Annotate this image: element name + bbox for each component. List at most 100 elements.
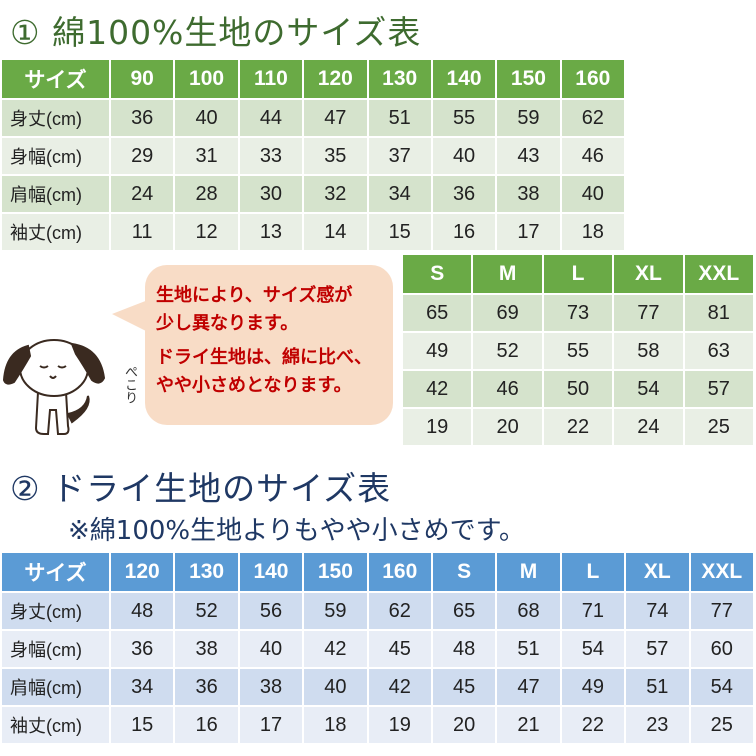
header-cell: 160	[561, 60, 624, 98]
table-cell: 77	[614, 295, 683, 331]
cotton-adult-size-table: S M L XL XXL 65 69 73 77 81 49 52 55 58 63 42 46 50 54 57 19…	[401, 253, 755, 447]
table-cell: 16	[175, 707, 238, 743]
table-cell: 14	[304, 214, 367, 250]
header-cell: M	[497, 553, 560, 591]
header-cell: XL	[626, 553, 689, 591]
header-cell: 130	[368, 60, 431, 98]
cotton-size-title: ① 綿100%生地のサイズ表	[10, 13, 422, 52]
table-row: 身丈(cm) 36 40 44 47 51 55 59 62	[2, 100, 624, 136]
table-cell: 21	[497, 707, 560, 743]
header-cell: XXL	[690, 553, 753, 591]
table-cell: 38	[497, 176, 560, 212]
table-row: 身幅(cm) 36 38 40 42 45 48 51 54 57 60	[2, 631, 753, 667]
cotton-kids-size-table: サイズ 90 100 110 120 130 140 150 160 身丈(cm) 36 40 44 47…	[0, 58, 626, 252]
table-cell: 55	[432, 100, 496, 136]
table-cell: 15	[111, 707, 174, 743]
table-cell: 43	[497, 138, 560, 174]
table-cell: 20	[432, 707, 496, 743]
header-cell: XXL	[684, 255, 753, 293]
table-cell: 16	[432, 214, 496, 250]
table-cell: 12	[175, 214, 238, 250]
bubble-line: ドライ生地は、綿に比べ、	[156, 347, 372, 368]
table-cell: 59	[497, 100, 560, 136]
table-cell: 48	[432, 631, 496, 667]
table-cell: 49	[403, 333, 472, 369]
table-cell: 38	[175, 631, 238, 667]
table-cell: 28	[175, 176, 238, 212]
table-cell: 68	[497, 593, 560, 629]
header-cell: S	[403, 255, 472, 293]
table-cell: 62	[561, 100, 624, 136]
table-cell: 34	[111, 669, 174, 705]
table-cell: 57	[626, 631, 689, 667]
table-cell: 25	[690, 707, 753, 743]
table-cell: 65	[403, 295, 472, 331]
table-cell: 55	[543, 333, 613, 369]
row-label: 身幅(cm)	[2, 138, 109, 174]
table-cell: 18	[561, 214, 624, 250]
table-row: 65 69 73 77 81	[403, 295, 753, 331]
table-row: 肩幅(cm) 34 36 38 40 42 45 47 49 51 54	[2, 669, 753, 705]
header-cell: 120	[304, 60, 367, 98]
bubble-line: やや小さめとなります。	[156, 375, 352, 396]
table-cell: 65	[432, 593, 496, 629]
table-cell: 32	[304, 176, 367, 212]
table-cell: 47	[304, 100, 367, 136]
table-cell: 38	[239, 669, 303, 705]
table-header-row: サイズ 120 130 140 150 160 S M L XL XXL	[2, 553, 753, 591]
table-cell: 15	[368, 214, 431, 250]
header-cell: サイズ	[2, 60, 109, 98]
table-cell: 22	[543, 409, 613, 445]
table-cell: 42	[368, 669, 431, 705]
table-cell: 74	[626, 593, 689, 629]
header-cell: サイズ	[2, 553, 109, 591]
table-cell: 58	[614, 333, 683, 369]
dog-icon	[2, 339, 106, 435]
header-cell: 140	[239, 553, 303, 591]
table-cell: 33	[239, 138, 303, 174]
table-cell: 34	[368, 176, 431, 212]
bow-sound-text: ぺこり	[122, 365, 137, 404]
table-cell: 45	[432, 669, 496, 705]
table-cell: 50	[543, 371, 613, 407]
table-cell: 51	[626, 669, 689, 705]
row-label: 肩幅(cm)	[2, 176, 109, 212]
header-cell: 150	[497, 60, 560, 98]
header-cell: 150	[304, 553, 367, 591]
table-cell: 54	[614, 371, 683, 407]
table-cell: 17	[497, 214, 560, 250]
table-cell: 29	[111, 138, 174, 174]
table-cell: 62	[368, 593, 431, 629]
table-cell: 69	[473, 295, 542, 331]
row-label: 身丈(cm)	[2, 593, 109, 629]
row-label: 袖丈(cm)	[2, 214, 109, 250]
table-cell: 40	[239, 631, 303, 667]
header-cell: L	[561, 553, 625, 591]
header-cell: XL	[614, 255, 683, 293]
header-cell: 90	[111, 60, 174, 98]
table-cell: 40	[561, 176, 624, 212]
header-cell: 100	[175, 60, 238, 98]
dry-size-title: ② ドライ生地のサイズ表	[10, 469, 392, 508]
table-cell: 36	[432, 176, 496, 212]
table-row: 42 46 50 54 57	[403, 371, 753, 407]
header-cell: 160	[368, 553, 431, 591]
table-cell: 35	[304, 138, 367, 174]
table-cell: 49	[561, 669, 625, 705]
bubble-line: 少し異なります。	[156, 313, 299, 334]
table-cell: 11	[111, 214, 174, 250]
table-cell: 54	[690, 669, 753, 705]
table-row: 袖丈(cm) 11 12 13 14 15 16 17 18	[2, 214, 624, 250]
table-cell: 24	[614, 409, 683, 445]
table-cell: 40	[432, 138, 496, 174]
table-cell: 51	[497, 631, 560, 667]
table-row: 19 20 22 24 25	[403, 409, 753, 445]
table-cell: 81	[684, 295, 753, 331]
dry-size-note: ※綿100%生地よりもやや小さめです。	[68, 516, 525, 546]
table-cell: 40	[175, 100, 238, 136]
table-cell: 30	[239, 176, 303, 212]
table-cell: 71	[561, 593, 625, 629]
table-cell: 19	[368, 707, 431, 743]
table-cell: 13	[239, 214, 303, 250]
table-row: 身丈(cm) 48 52 56 59 62 65 68 71 74 77	[2, 593, 753, 629]
